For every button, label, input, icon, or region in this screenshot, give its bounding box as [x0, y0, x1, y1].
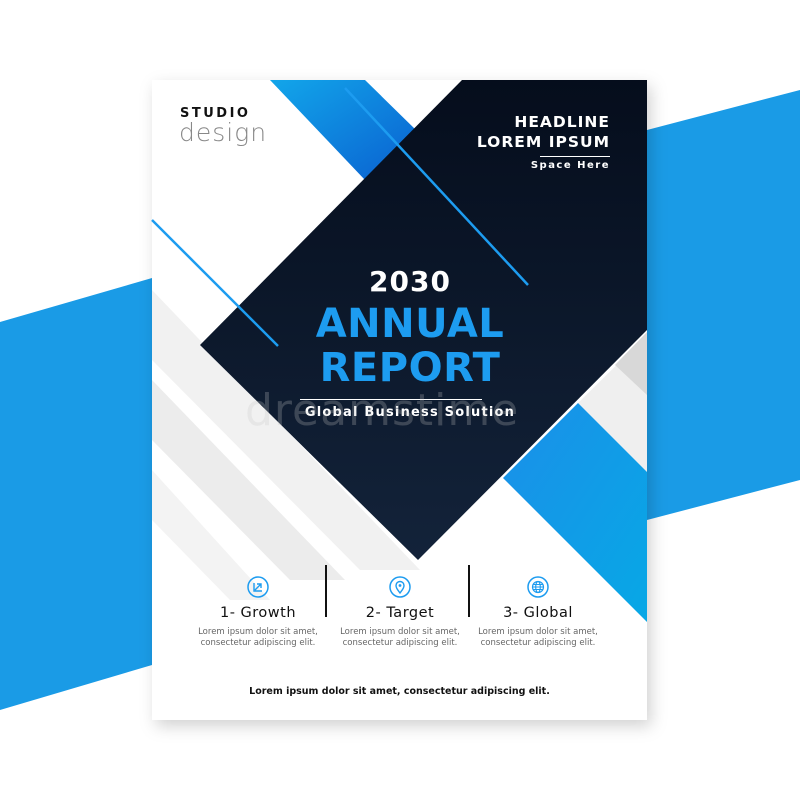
brand-line1: STUDIO: [180, 106, 251, 121]
feature-growth: 1- Growth Lorem ipsum dolor sit amet, co…: [188, 576, 328, 648]
feature-target: 2- Target Lorem ipsum dolor sit amet, co…: [330, 576, 470, 648]
report-title: ANNUAL REPORT: [280, 302, 540, 390]
feature-label: 1- Growth: [219, 605, 297, 621]
growth-chart-icon: [247, 576, 269, 598]
title-divider: [300, 399, 482, 400]
dark-diamond: [200, 80, 647, 560]
feature-desc: Lorem ipsum dolor sit amet, consectetur …: [340, 627, 460, 648]
accent-line-2: [151, 219, 279, 347]
headline-tagline: Space Here: [530, 160, 610, 171]
feature-label: 2- Target: [365, 605, 435, 621]
globe-icon: [527, 576, 549, 598]
title-line2: REPORT: [319, 345, 501, 391]
top-blue-stripe: [270, 80, 418, 180]
location-pin-icon: [389, 576, 411, 598]
bottom-blue-stripe: [503, 403, 647, 622]
title-line1: ANNUAL: [315, 301, 505, 347]
footer-text: Lorem ipsum dolor sit amet, consectetur …: [249, 686, 550, 697]
feature-desc: Lorem ipsum dolor sit amet, consectetur …: [478, 627, 598, 648]
headline: HEADLINE LOREM IPSUM: [477, 112, 610, 152]
background-band-left: [0, 278, 152, 710]
headline-line1: HEADLINE: [514, 113, 610, 131]
feature-global: 3- Global Lorem ipsum dolor sit amet, co…: [468, 576, 608, 648]
feature-divider: [325, 565, 327, 617]
background-band-right: [647, 90, 800, 520]
headline-divider: [540, 156, 610, 157]
headline-line2: LOREM IPSUM: [476, 133, 610, 151]
feature-label: 3- Global: [503, 605, 573, 621]
feature-divider: [468, 565, 470, 617]
feature-desc: Lorem ipsum dolor sit amet, consectetur …: [198, 627, 318, 648]
report-year: 2030: [369, 265, 451, 298]
accent-line-1: [344, 87, 529, 286]
report-subtitle: Global Business Solution: [304, 405, 516, 420]
brand-line2: design: [179, 118, 268, 147]
